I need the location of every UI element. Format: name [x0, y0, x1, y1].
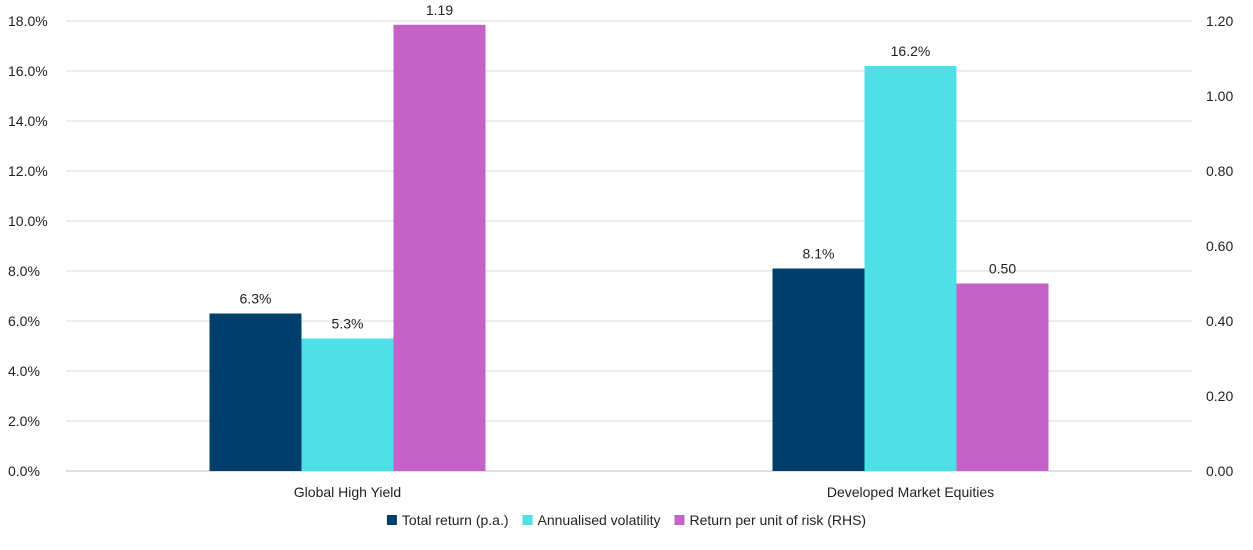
legend-label: Annualised volatility	[538, 512, 661, 528]
left-tick-label: 6.0%	[8, 313, 40, 329]
right-tick-label: 0.40	[1206, 313, 1233, 329]
legend-swatch	[386, 515, 397, 525]
bar	[956, 283, 1049, 471]
data-label: 8.1%	[803, 246, 835, 262]
legend-item: Annualised volatility	[522, 512, 661, 528]
bar	[772, 268, 865, 471]
bar	[301, 338, 394, 471]
x-axis: Global High Yield Developed Market Equiti…	[294, 484, 994, 500]
legend-item: Total return (p.a.)	[386, 512, 509, 528]
data-labels: 6.3% 5.3% 1.19 8.1% 16.2% 0.50	[240, 2, 1017, 332]
left-tick-label: 18.0%	[8, 13, 48, 29]
category-label: Global High Yield	[294, 484, 401, 500]
left-tick-label: 2.0%	[8, 413, 40, 429]
right-tick-label: 1.00	[1206, 88, 1233, 104]
left-tick-label: 0.0%	[8, 463, 40, 479]
left-tick-label: 14.0%	[8, 113, 48, 129]
legend-label: Return per unit of risk (RHS)	[689, 512, 866, 528]
data-label: 6.3%	[240, 291, 272, 307]
category-label: Developed Market Equities	[827, 484, 994, 500]
bar	[393, 24, 486, 471]
right-tick-label: 0.80	[1206, 163, 1233, 179]
data-label: 5.3%	[332, 316, 364, 332]
left-tick-label: 16.0%	[8, 63, 48, 79]
right-y-axis: 0.00 0.20 0.40 0.60 0.80 1.00 1.20	[1206, 13, 1233, 479]
bars	[209, 24, 1049, 471]
left-tick-label: 12.0%	[8, 163, 48, 179]
legend-label: Total return (p.a.)	[402, 512, 509, 528]
data-label: 0.50	[989, 261, 1016, 277]
legend-swatch	[522, 515, 533, 525]
legend: Total return (p.a.) Annualised volatility…	[386, 512, 866, 528]
data-label: 16.2%	[891, 43, 931, 59]
right-tick-label: 0.00	[1206, 463, 1233, 479]
right-tick-label: 1.20	[1206, 13, 1233, 29]
right-tick-label: 0.20	[1206, 388, 1233, 404]
bar	[209, 313, 302, 471]
bar	[864, 66, 957, 471]
left-tick-label: 4.0%	[8, 363, 40, 379]
data-label: 1.19	[426, 2, 453, 18]
left-tick-label: 10.0%	[8, 213, 48, 229]
legend-item: Return per unit of risk (RHS)	[674, 512, 866, 528]
right-tick-label: 0.60	[1206, 238, 1233, 254]
left-tick-label: 8.0%	[8, 263, 40, 279]
legend-swatch	[674, 515, 685, 525]
left-y-axis: 0.0% 2.0% 4.0% 6.0% 8.0% 10.0% 12.0% 14.0% 16.0%…	[8, 13, 48, 479]
